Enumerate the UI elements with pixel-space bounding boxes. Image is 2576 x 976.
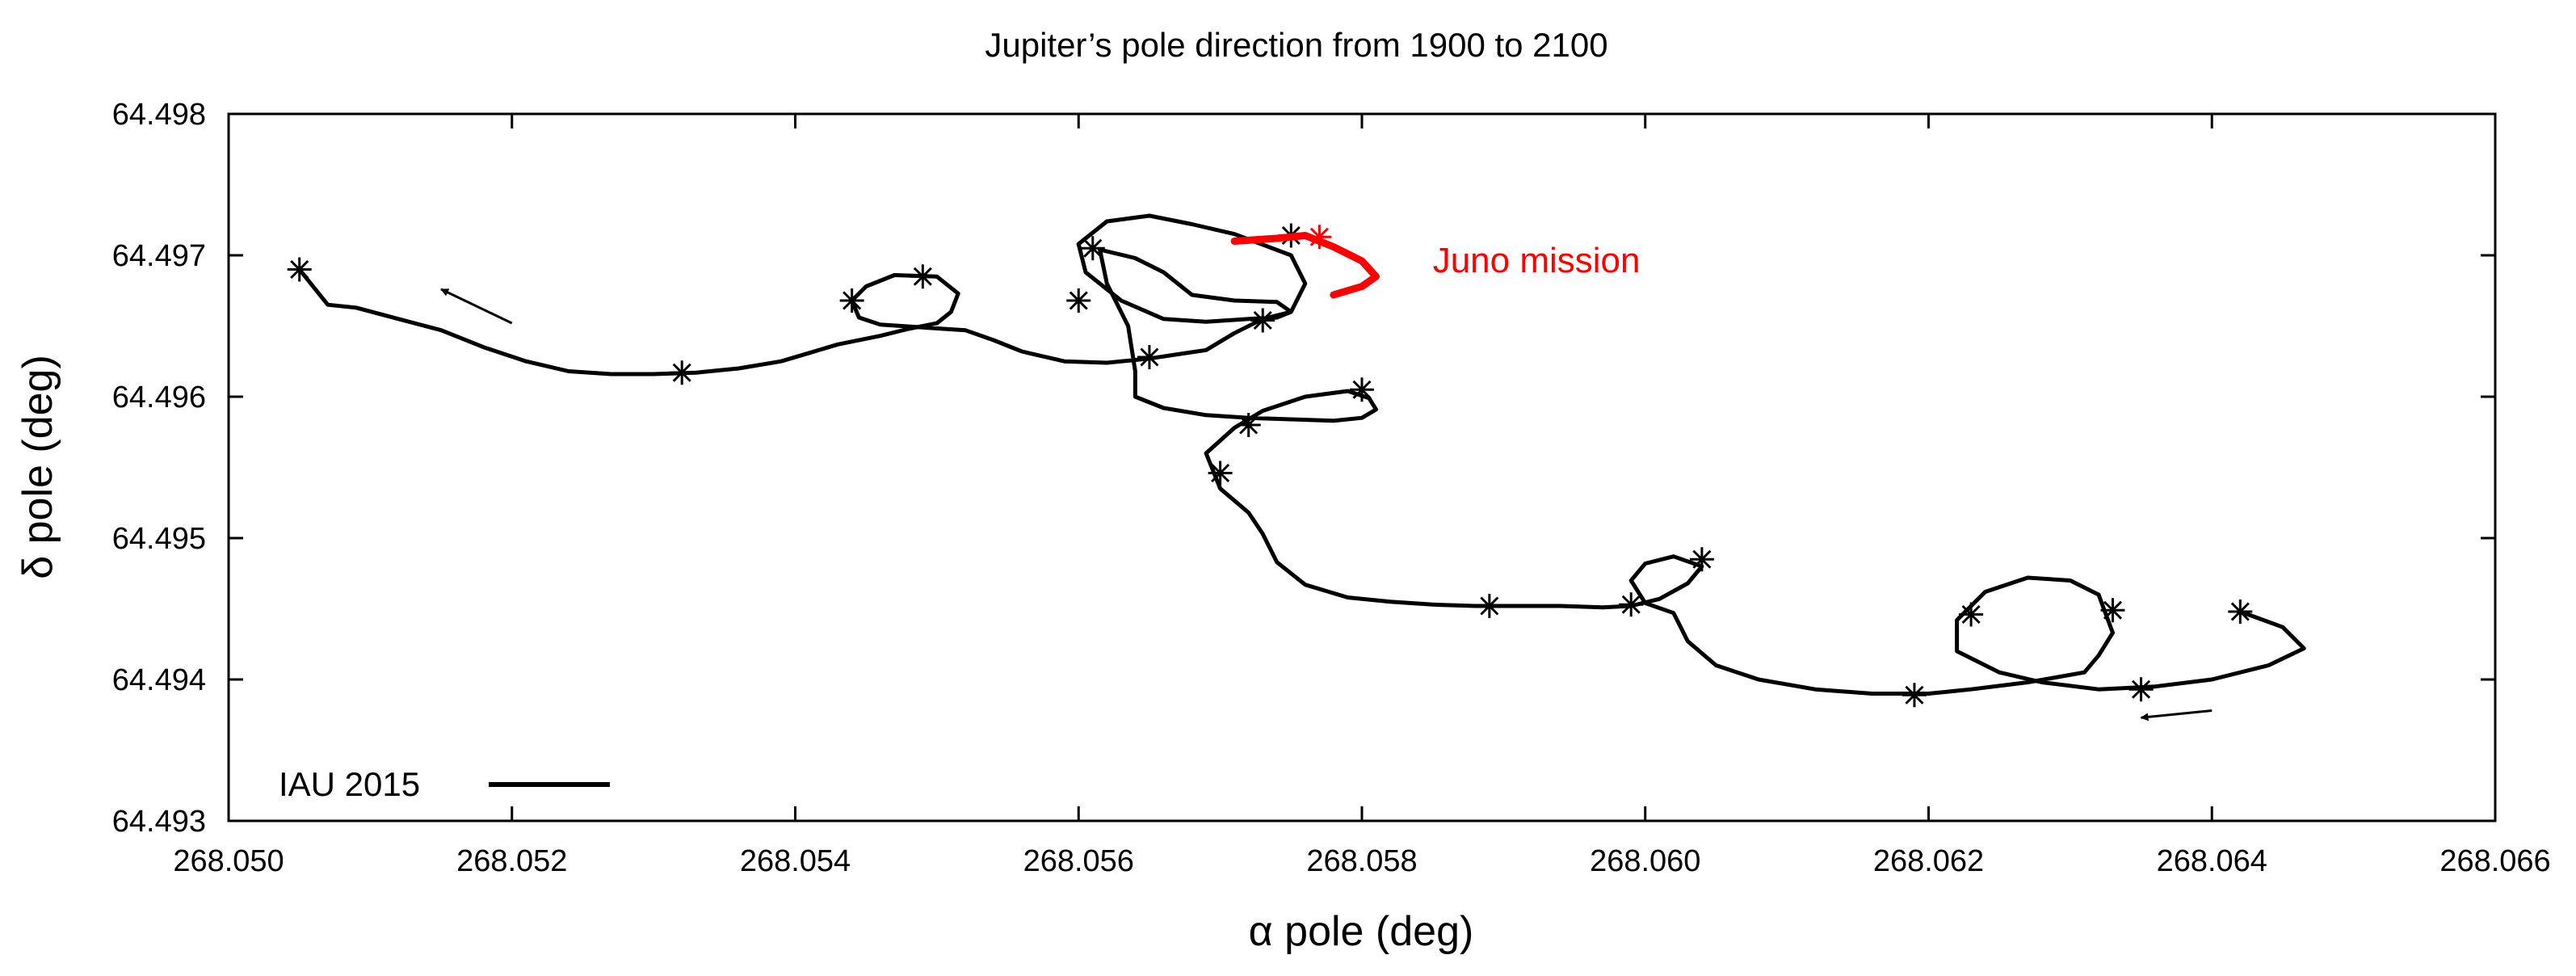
data-point-marker [2128, 677, 2154, 702]
marker-stroke [1309, 227, 1329, 246]
x-axis-ticks: 268.050 268.052 268.054 268.056 268.058 268.0… [173, 114, 2551, 878]
direction-arrow [2140, 709, 2213, 721]
legend-label: IAU 2015 [279, 765, 420, 803]
y-axis-label: δ pole (deg) [15, 355, 61, 579]
x-tick-label: 268.058 [1306, 844, 1417, 878]
y-tick-label: 64.496 [112, 381, 206, 414]
marker-stroke [1083, 238, 1103, 258]
series-line-juno-mission [1230, 232, 1380, 299]
data-point-marker [1902, 683, 1927, 708]
data-point-marker [1619, 592, 1644, 617]
data-point-marker [1959, 602, 1984, 627]
x-tick-label: 268.060 [1590, 844, 1700, 878]
data-point-marker [1080, 236, 1105, 261]
data-point-marker [2100, 598, 2125, 623]
data-point-marker [839, 288, 864, 313]
marker-stroke [1352, 380, 1372, 399]
marker-stroke [672, 363, 691, 382]
data-point-marker [1208, 461, 1233, 486]
marker-stroke [1692, 549, 1712, 569]
data-point-marker [287, 257, 312, 282]
y-tick-label: 64.497 [112, 239, 206, 273]
data-point-marker [2228, 599, 2253, 624]
y-tick-label: 64.495 [112, 522, 206, 556]
marker-stroke [1140, 347, 1159, 367]
marker-stroke [2103, 600, 2123, 620]
y-tick-label: 64.494 [112, 663, 206, 697]
marker-stroke [913, 267, 932, 286]
data-point-marker [1236, 413, 1261, 437]
annotation-label: Juno mission [1433, 241, 1641, 280]
data-point-marker [1250, 308, 1275, 333]
marker-stroke [290, 259, 309, 280]
legend: IAU 2015 [279, 765, 610, 803]
marker-stroke [1621, 595, 1641, 614]
x-tick-label: 268.052 [456, 844, 567, 878]
x-tick-label: 268.064 [2157, 844, 2267, 878]
marker-stroke [1239, 415, 1259, 435]
x-tick-label: 268.062 [1873, 844, 1984, 878]
marker-stroke [1211, 463, 1230, 483]
y-tick-label: 64.498 [112, 98, 206, 132]
marker-stroke [1480, 596, 1499, 616]
data-point-marker [1307, 225, 1332, 250]
x-tick-label: 268.066 [2439, 844, 2550, 878]
series-layer [287, 213, 2306, 708]
data-point-marker [670, 360, 695, 385]
marker-stroke [2230, 602, 2250, 621]
y-axis-ticks: 64.493 64.494 64.495 64.496 64.497 64.498 [112, 98, 2495, 839]
marker-stroke [1069, 291, 1088, 310]
data-point-marker [1477, 594, 1502, 618]
direction-arrow [440, 288, 513, 325]
x-axis-label: α pole (deg) [1249, 908, 1474, 955]
data-point-marker [1689, 547, 1714, 572]
x-tick-label: 268.050 [173, 844, 284, 878]
series-line-iau-2015 [297, 213, 2306, 696]
marker-stroke [2132, 679, 2151, 699]
data-point-marker [1066, 288, 1091, 313]
marker-stroke [1905, 685, 1924, 705]
data-point-marker [1137, 345, 1162, 369]
marker-stroke [1253, 310, 1272, 330]
x-tick-label: 268.054 [740, 844, 851, 878]
plot-frame [227, 112, 2497, 822]
annotation-layer: Juno mission [440, 241, 2213, 721]
data-point-marker [910, 264, 935, 289]
marker-stroke [843, 291, 862, 310]
chart-title: Jupiter’s pole direction from 1900 to 21… [985, 26, 1607, 64]
data-point-marker [1350, 377, 1374, 402]
x-tick-label: 268.056 [1023, 844, 1134, 878]
marker-stroke [1961, 604, 1981, 625]
y-tick-label: 64.493 [112, 805, 206, 839]
